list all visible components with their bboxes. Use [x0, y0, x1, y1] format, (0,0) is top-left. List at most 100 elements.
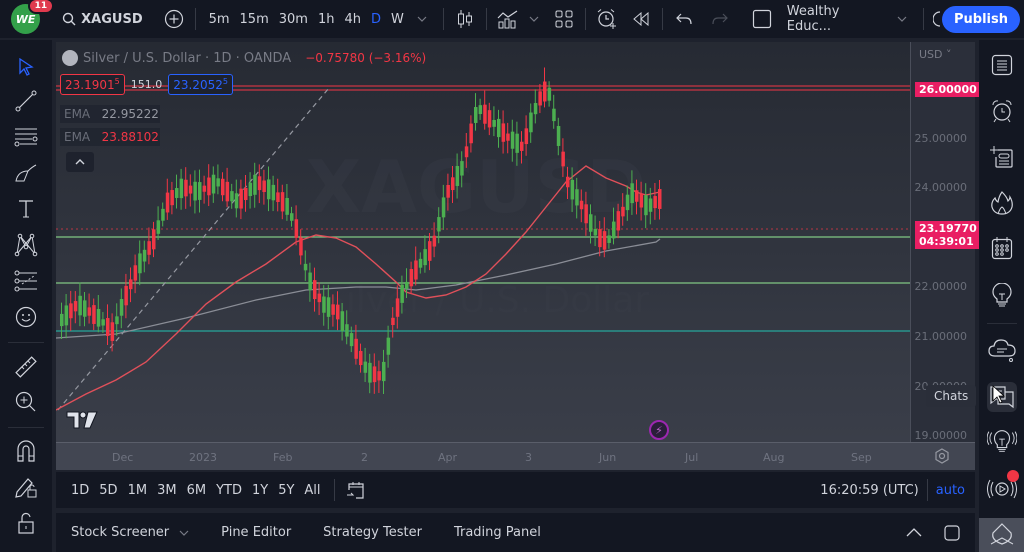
time-axis[interactable]: Dec 2023 Feb 2 Apr 3 Jun Jul Aug Sep [56, 442, 975, 470]
lock-tool[interactable] [13, 510, 39, 536]
trendline-tool[interactable] [13, 88, 39, 114]
chart-legend: Silver / U.S. Dollar · 1D · OANDA −0.757… [62, 50, 426, 66]
range-5y[interactable]: 5Y [278, 482, 295, 498]
layout-dropdown[interactable] [889, 4, 915, 34]
tab-label: Stock Screener [71, 525, 170, 540]
publish-button[interactable]: Publish [942, 5, 1020, 33]
measure-tool[interactable] [13, 354, 39, 380]
range-1y[interactable]: 1Y [251, 482, 269, 498]
timeframe-dropdown[interactable] [409, 4, 435, 34]
chart-type-button[interactable] [452, 4, 478, 34]
silver-symbol-icon [62, 50, 78, 66]
zoom-in-tool[interactable] [13, 389, 39, 415]
range-6m[interactable]: 6M [186, 482, 207, 498]
sell-price-button[interactable]: 23.19015 [60, 74, 125, 95]
collapse-legend-button[interactable] [66, 152, 94, 172]
left-drawing-toolbar [0, 40, 52, 552]
last-price-label: 23.19770 04:39:01 [915, 221, 981, 249]
chart-settings-button[interactable] [934, 448, 950, 468]
maximize-icon [944, 524, 960, 541]
timeframe-5m[interactable]: 5m [208, 11, 230, 27]
minds-button[interactable] [987, 335, 1017, 365]
timeframe-30m[interactable]: 30m [278, 11, 308, 27]
pattern-icon [14, 233, 38, 257]
redo-button[interactable] [707, 4, 733, 34]
currency-selector[interactable]: USD ˅ [919, 48, 952, 61]
tab-stock-screener[interactable]: Stock Screener [56, 525, 205, 540]
ema-indicator-1[interactable]: EMA 22.95222 [60, 105, 160, 123]
brush-tool[interactable] [13, 160, 39, 186]
time-tick: Jul [685, 451, 699, 464]
economic-calendar-button[interactable] [987, 233, 1017, 263]
right-widget-toolbar [979, 40, 1024, 552]
indicators-button[interactable] [495, 4, 521, 34]
tab-pine-editor[interactable]: Pine Editor [221, 525, 292, 540]
fib-tool[interactable] [13, 124, 39, 150]
price-tick: 25.00000 [914, 132, 968, 145]
chats-tooltip: Chats [926, 385, 977, 407]
tab-trading-panel[interactable]: Trading Panel [453, 525, 541, 540]
timeframe-4h[interactable]: 4h [344, 11, 361, 27]
gear-icon [935, 448, 949, 464]
range-ytd[interactable]: YTD [216, 482, 242, 498]
prediction-tool[interactable] [13, 268, 39, 294]
range-1d[interactable]: 1D [71, 482, 90, 498]
hotlists-button[interactable] [987, 188, 1017, 218]
undo-button[interactable] [671, 4, 697, 34]
replay-button[interactable] [628, 4, 654, 34]
go-to-date-button[interactable] [343, 475, 369, 505]
timeframe-d[interactable]: D [371, 11, 382, 27]
bid-superscript: 5 [114, 77, 120, 86]
tab-strategy-tester[interactable]: Strategy Tester [323, 525, 422, 540]
layouts-button[interactable] [551, 4, 577, 34]
range-all[interactable]: All [304, 482, 321, 498]
range-3m[interactable]: 3M [157, 482, 177, 498]
symbol-name: XAGUSD [81, 11, 143, 27]
range-1m[interactable]: 1M [127, 482, 148, 498]
price-tick: 22.00000 [914, 280, 968, 293]
ideas-button[interactable] [987, 280, 1017, 310]
buy-price-button[interactable]: 23.20525 [168, 74, 233, 95]
expand-panel-button[interactable] [901, 518, 927, 548]
text-tool[interactable] [13, 196, 39, 222]
streams-button[interactable] [987, 470, 1019, 504]
auto-scale-toggle[interactable]: auto [935, 482, 965, 498]
maximize-panel-button[interactable] [939, 518, 965, 548]
candlestick-series: XAGUSD Silver / U.S. Dollar [56, 67, 910, 411]
timeframe-w[interactable]: W [391, 11, 404, 27]
watchlist-button[interactable] [987, 50, 1017, 80]
magnet-tool[interactable] [13, 438, 39, 464]
pattern-tool[interactable] [13, 232, 39, 258]
calendar-goto-icon [346, 482, 364, 499]
minds-cloud-icon [988, 339, 1016, 362]
create-alert-button[interactable] [594, 4, 620, 34]
tradingview-logo[interactable] [66, 410, 98, 434]
range-5d[interactable]: 5D [99, 482, 118, 498]
price-chart-canvas[interactable]: XAGUSD Silver / U.S. Dollar [56, 42, 910, 442]
indicators-dropdown[interactable] [521, 4, 547, 34]
utc-clock[interactable]: 16:20:59 (UTC) [820, 482, 919, 498]
alerts-button[interactable] [987, 96, 1017, 126]
symbol-search-button[interactable]: XAGUSD [62, 11, 143, 27]
divider [926, 479, 928, 501]
timeframe-15m[interactable]: 15m [239, 11, 269, 27]
symbol-title[interactable]: Silver / U.S. Dollar · 1D · OANDA [83, 50, 292, 66]
ideas-add-button[interactable] [987, 142, 1017, 172]
layout-name[interactable]: Wealthy Educ... [786, 4, 840, 34]
compare-add-symbol-button[interactable] [161, 4, 187, 34]
bolt-event-icon[interactable]: ⚡ [649, 420, 669, 440]
price-axis[interactable]: USD ˅ 25.00000 24.00000 22.00000 21.0000… [910, 42, 981, 442]
divider [8, 342, 44, 343]
theme-toggle[interactable] [932, 4, 942, 34]
help-button[interactable] [979, 518, 1024, 552]
tips-button[interactable] [987, 426, 1017, 456]
ema-indicator-2[interactable]: EMA 23.88102 [60, 128, 160, 146]
chats-button[interactable] [987, 382, 1017, 412]
chevron-down-icon [417, 16, 427, 22]
cursor-tool[interactable] [13, 54, 39, 80]
lock-drawings-tool[interactable] [13, 474, 39, 500]
user-avatar[interactable]: WE 11 [11, 0, 55, 34]
timeframe-1h[interactable]: 1h [317, 11, 335, 27]
emoji-tool[interactable] [13, 304, 39, 330]
fullscreen-button[interactable] [749, 4, 775, 34]
